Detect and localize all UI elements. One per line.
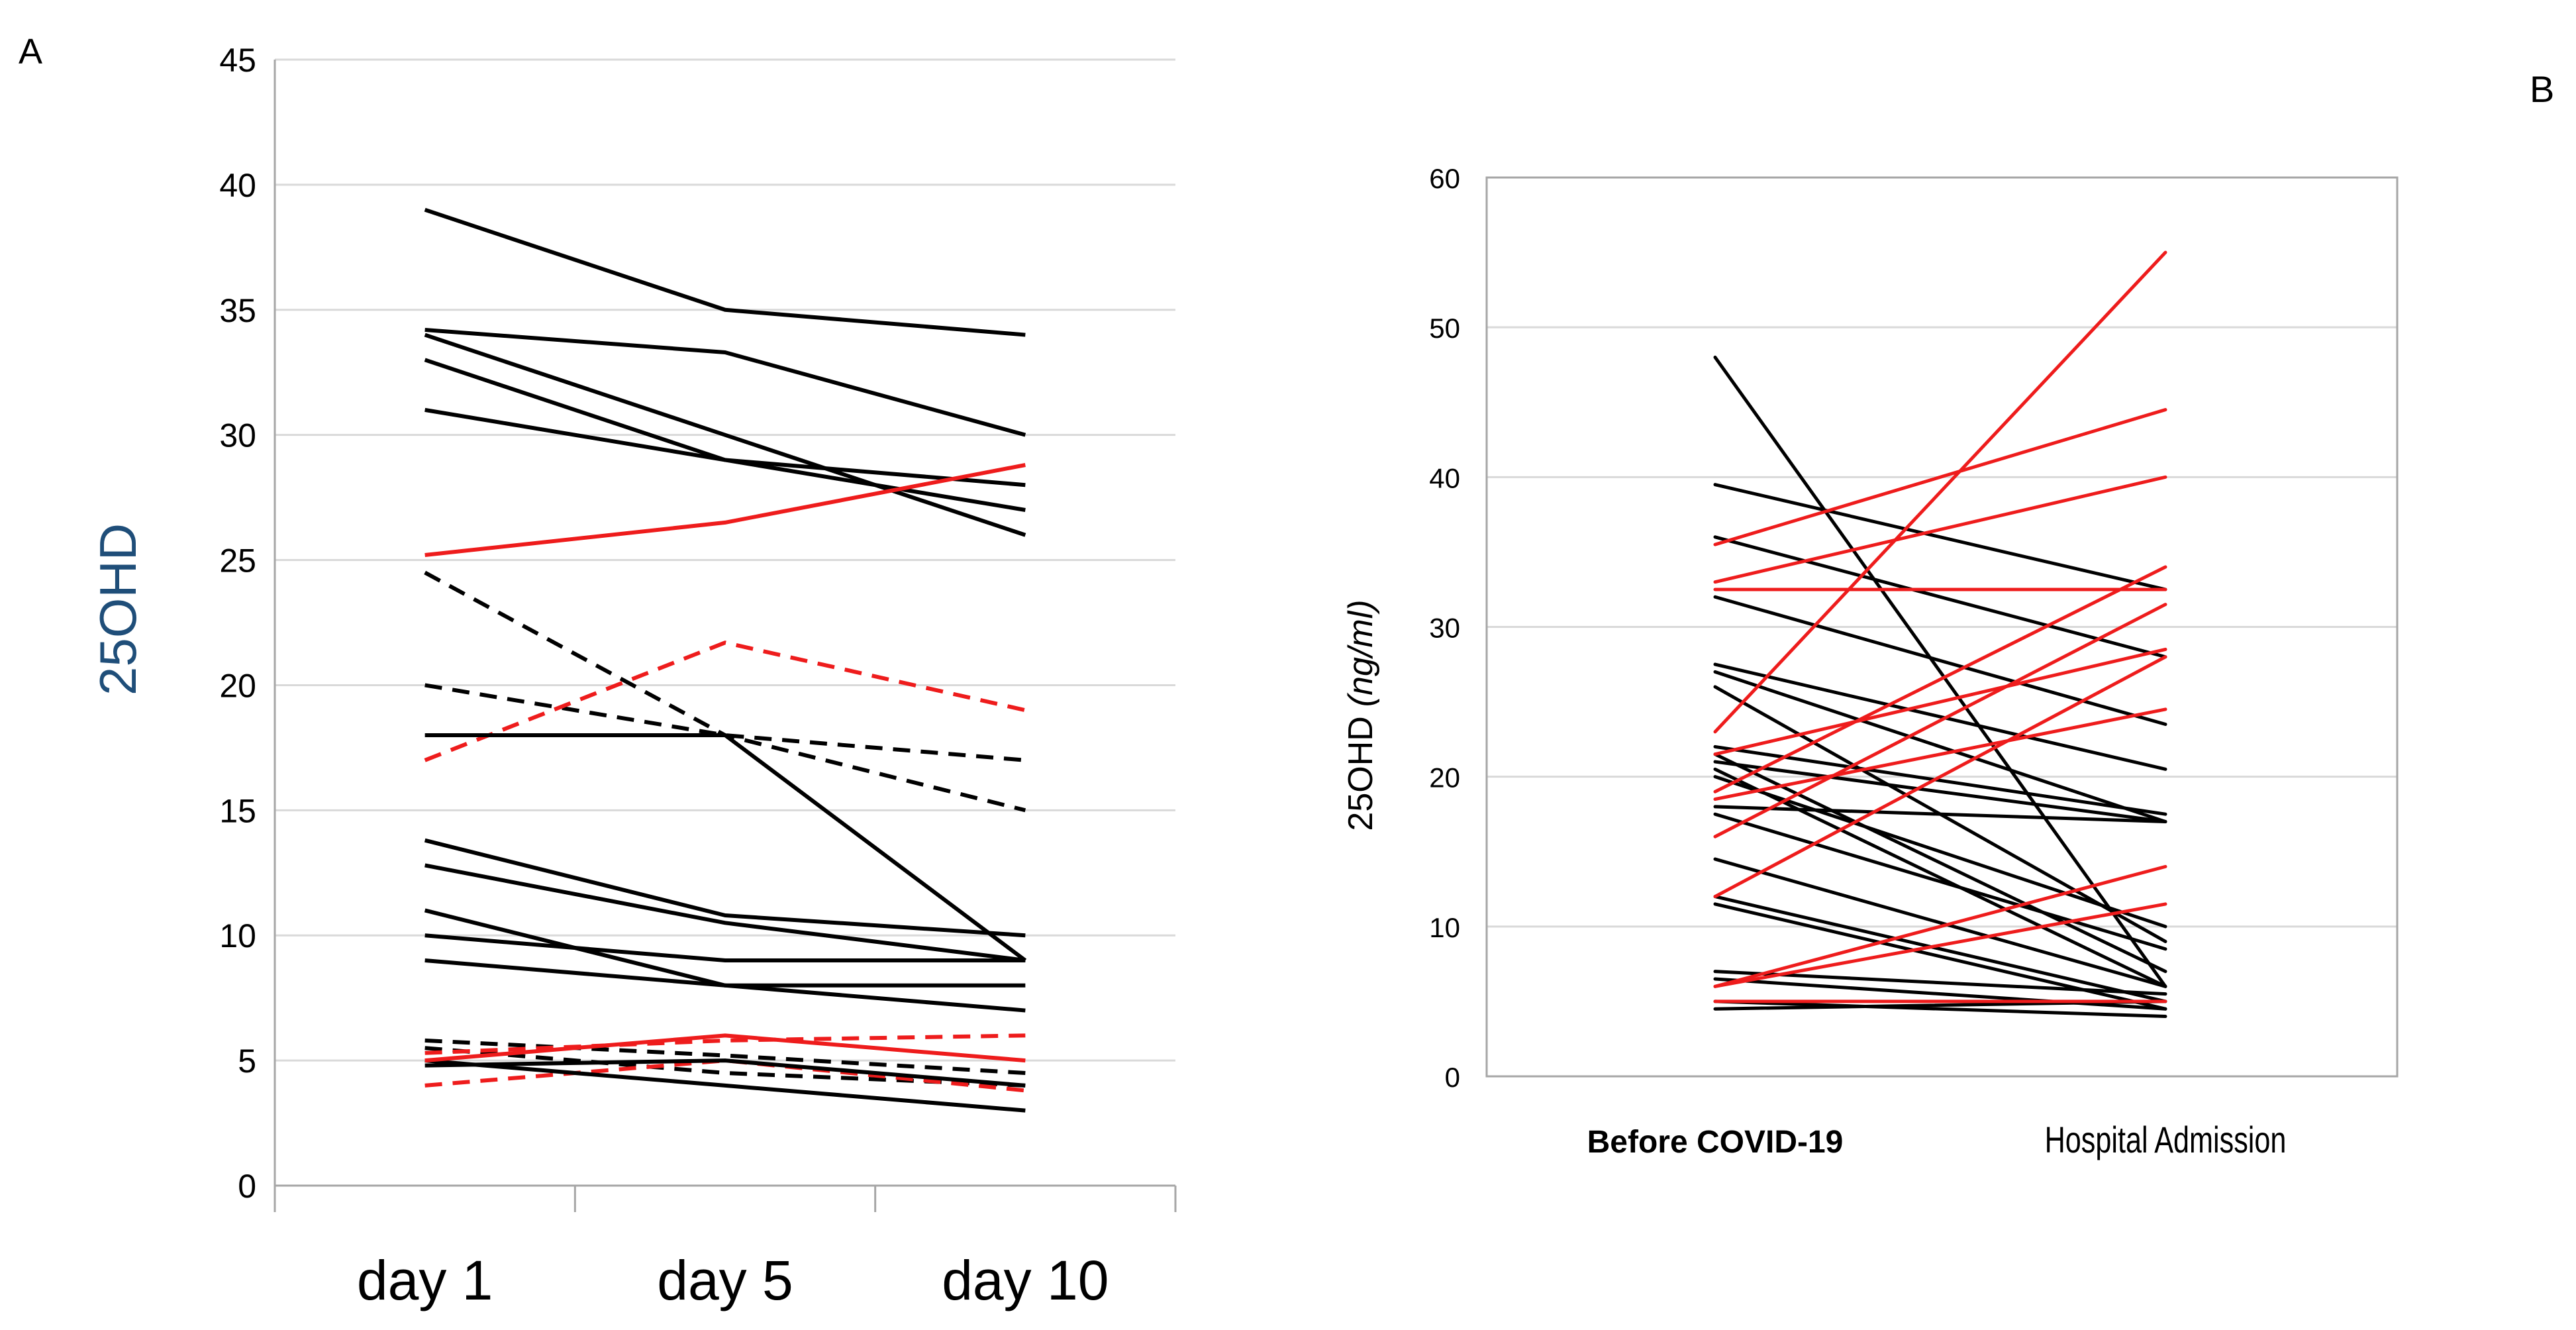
- panel-a-x-tick-labels: day 1 day 5 day 10: [357, 1249, 1109, 1311]
- panel-b-series-line-16: [1713, 895, 2167, 1003]
- panel-b-y-tick-label: 10: [1429, 912, 1460, 943]
- panel-b-series-line-9: [1713, 752, 2167, 974]
- panel-a-y-tick-label: 45: [219, 42, 256, 79]
- panel-b-series-line-22: [1713, 408, 2167, 546]
- panel-b-y-tick-label: 0: [1445, 1062, 1460, 1093]
- panel-b-series-line-20: [1713, 999, 2167, 1019]
- panel-b-series-line-6: [1713, 670, 2167, 824]
- panel-a-y-tick-label: 20: [219, 667, 256, 704]
- panel-a-x-tick-label: day 10: [942, 1249, 1109, 1311]
- panel-a-axes: [273, 60, 1177, 1212]
- panel-b-series-line-3: [1713, 535, 2167, 659]
- panel-a-y-tick-label: 5: [238, 1043, 256, 1080]
- panel-a-series-line-16: [424, 1038, 1026, 1075]
- panel-a-series-line-10: [424, 733, 1027, 962]
- panel-a-series-line-11: [424, 838, 1026, 938]
- panel-b-plot-frame: [1485, 176, 2399, 1078]
- panel-b-series-line-1: [1713, 355, 2167, 988]
- panel-b-y-tick-label: 20: [1429, 762, 1460, 793]
- panel-a-y-tick-labels: 0 5 10 15 20 25 30 35 40 45: [219, 42, 256, 1205]
- panel-a-y-tick-label: 35: [219, 292, 256, 329]
- panel-b: B 25OHD (ng/ml) 0 10 20 30 40 50 60 Before COVI…: [1342, 68, 2554, 1160]
- panel-b-y-axis-title-main: 25OHD: [1342, 716, 1380, 831]
- panel-b-series-line-18: [1713, 970, 2167, 996]
- panel-a-series-line-15: [424, 958, 1026, 988]
- panel-a-x-tick-label: day 5: [657, 1249, 793, 1311]
- panel-a-y-tick-label: 15: [219, 792, 256, 829]
- panel-b-y-tick-label: 40: [1429, 462, 1460, 493]
- panel-b-y-axis-title: 25OHD (ng/ml): [1342, 599, 1380, 831]
- panel-b-series-line-8: [1713, 744, 2167, 816]
- panel-b-series-line-15: [1713, 857, 2167, 988]
- panel-a-y-tick-label: 0: [238, 1168, 256, 1205]
- panel-a-series-line-21: [424, 1033, 1026, 1063]
- panel-a-series-line-5: [424, 407, 1026, 487]
- panel-b-series-line-32: [1713, 902, 2167, 988]
- panel-b-y-tick-label: 30: [1429, 613, 1460, 644]
- panel-b-series-line-5: [1713, 662, 2167, 771]
- panel-b-series-line-10: [1713, 760, 2167, 824]
- panel-b-series-line-25: [1713, 250, 2167, 734]
- panel-b-series-line-29: [1713, 603, 2167, 839]
- panel-b-series-line-2: [1713, 483, 2167, 591]
- panel-a-y-tick-label: 25: [219, 542, 256, 580]
- panel-a-series-line-14: [424, 933, 1026, 962]
- panel-b-series-line-13: [1713, 805, 2167, 824]
- panel-a-y-tick-label: 40: [219, 167, 256, 204]
- panel-a-series-line-12: [424, 863, 1026, 962]
- panel-a-series-line-1: [424, 207, 1026, 337]
- panel-a-y-axis-title: 25OHD: [89, 523, 147, 695]
- panel-a-series-line-6: [424, 463, 1026, 557]
- panel-b-label: B: [2530, 68, 2554, 110]
- panel-b-y-tick-labels: 0 10 20 30 40 50 60: [1429, 163, 1460, 1093]
- panel-b-series-line-14: [1713, 812, 2167, 951]
- panel-a-series-line-9: [424, 640, 1026, 762]
- panel-b-series-line-27: [1713, 565, 2167, 793]
- panel-b-series-line-31: [1713, 864, 2167, 988]
- panel-b-series-line-4: [1713, 595, 2167, 727]
- panel-a-series-line-3: [424, 332, 1026, 537]
- panel-a-series-line-18: [424, 1033, 1026, 1055]
- panel-b-series-line-28: [1713, 707, 2167, 801]
- panel-b-series-line-30: [1713, 655, 2167, 899]
- panel-a-label: A: [19, 32, 42, 72]
- panel-a-series-line-2: [424, 328, 1026, 437]
- panel-b-series-line-26: [1713, 647, 2167, 756]
- panel-a-y-tick-label: 10: [219, 917, 256, 954]
- panel-b-x-tick-labels: Before COVID-19 Hospital Admission: [1587, 1119, 2287, 1160]
- panel-a-series-line-20: [424, 1058, 1026, 1113]
- panel-a-series-line-22: [424, 1058, 1026, 1088]
- panel-b-series: [1713, 250, 2167, 1019]
- panel-b-y-axis-title-unit: (ng/ml): [1342, 599, 1380, 707]
- panel-b-series-line-11: [1713, 767, 2167, 988]
- panel-b-series-line-12: [1713, 775, 2167, 929]
- panel-b-x-tick-label: Before COVID-19: [1587, 1125, 1844, 1160]
- panel-a-series: [424, 207, 1027, 1113]
- panel-a-y-tick-label: 30: [219, 417, 256, 454]
- panel-b-y-tick-label: 60: [1429, 163, 1460, 194]
- panel-a-series-line-8: [424, 683, 1026, 762]
- panel-b-y-tick-label: 50: [1429, 313, 1460, 344]
- panel-a-series-line-19: [424, 1058, 1026, 1093]
- panel-b-x-tick-label: Hospital Admission: [2045, 1119, 2287, 1160]
- panel-b-axes: [1485, 176, 2399, 1078]
- panel-a-x-tick-label: day 1: [357, 1249, 493, 1311]
- panel-b-series-line-23: [1713, 475, 2167, 584]
